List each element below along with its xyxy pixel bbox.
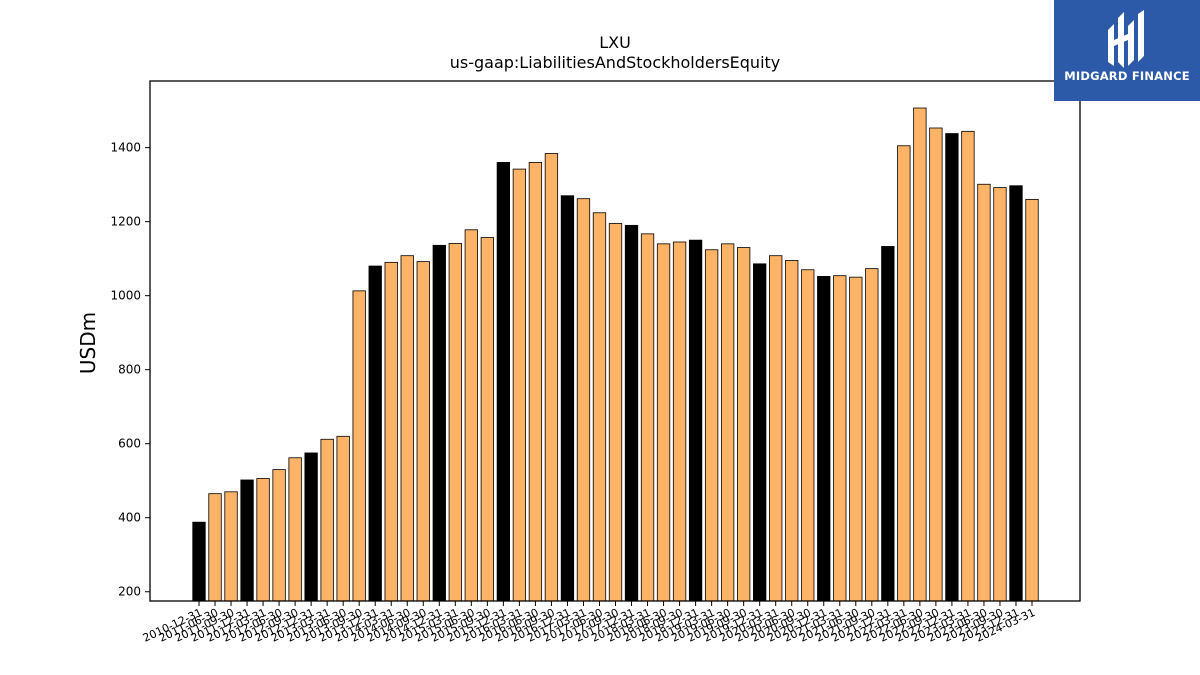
bar-2023-09-30: [993, 187, 1007, 602]
bar-2014-03-31: [384, 261, 398, 602]
bar-2018-12-31: [688, 239, 703, 602]
bar-2013-12-31: [368, 265, 382, 602]
bar-2023-03-31: [961, 130, 975, 602]
bar-2019-12-31: [753, 263, 767, 602]
chart-subtitle: us-gaap:LiabilitiesAndStockholdersEquity: [449, 53, 781, 72]
bar-2020-03-31: [769, 255, 783, 602]
y-tick-label: 600: [118, 437, 141, 451]
bar-2021-12-31: [881, 246, 895, 602]
bar-2017-09-30: [608, 223, 623, 602]
bar-2013-06-30: [336, 435, 350, 602]
midgard-logo-icon: [1108, 10, 1144, 68]
y-axis-label: USDm: [76, 311, 100, 375]
bar-2012-03-31: [256, 478, 270, 602]
bar-2018-09-30: [672, 241, 687, 602]
y-tick-label: 1000: [110, 289, 141, 303]
y-tick-label: 1400: [110, 141, 141, 155]
bar-2016-03-31: [512, 168, 527, 602]
y-tick-label: 800: [118, 363, 141, 377]
bar-2018-03-31: [640, 233, 655, 602]
bar-2018-06-30: [656, 243, 671, 602]
bar-2014-12-31: [432, 244, 446, 602]
plot-frame: [149, 80, 1081, 602]
bar-2012-06-30: [272, 469, 286, 602]
midgard-finance-logo: MIDGARD FINANCE: [1054, 0, 1200, 101]
bar-2022-12-31: [945, 133, 959, 602]
bar-2016-09-30: [544, 153, 559, 602]
bar-2017-12-31: [624, 224, 639, 602]
bar-2012-09-30: [288, 457, 302, 602]
chart-title: LXU: [599, 33, 631, 52]
bar-2012-12-31: [304, 452, 318, 602]
bar-2021-03-31: [833, 275, 847, 602]
bar-2013-03-31: [320, 438, 334, 602]
bar-2016-12-31: [560, 195, 575, 602]
bar-2015-09-30: [480, 237, 495, 602]
y-tick-label: 200: [118, 585, 141, 599]
bar-2023-06-30: [977, 183, 991, 602]
bar-2019-09-30: [737, 247, 751, 602]
bar-2019-06-30: [720, 243, 735, 602]
bar-2021-09-30: [865, 268, 879, 602]
bar-2011-12-31: [240, 479, 254, 602]
bar-2014-06-30: [400, 255, 414, 602]
bar-2013-09-30: [352, 290, 366, 602]
bar-2021-06-30: [849, 276, 863, 602]
bars-group: [192, 107, 1039, 602]
bar-2019-03-31: [704, 249, 719, 602]
bar-2014-09-30: [416, 261, 430, 602]
bar-2022-06-30: [913, 107, 927, 602]
bar-2023-12-31: [1009, 185, 1023, 602]
y-tick-label: 1200: [110, 215, 141, 229]
bar-2015-03-31: [448, 243, 462, 602]
x-axis: 2010-12-312011-06-302011-09-302011-12-31…: [141, 601, 1037, 645]
bar-2016-06-30: [528, 162, 543, 602]
bar-2015-06-30: [464, 229, 478, 602]
bar-2015-12-31: [496, 162, 511, 602]
bar-2022-09-30: [929, 127, 943, 602]
y-tick-label: 400: [118, 511, 141, 525]
y-axis: 200 400 600 800 1000 1200 1400: [110, 141, 150, 599]
bar-2020-12-31: [817, 276, 831, 602]
logo-text: MIDGARD FINANCE: [1064, 69, 1190, 83]
bar-2017-03-31: [576, 198, 591, 602]
bar-2010-12-31: [192, 521, 206, 602]
bar-2024-03-31: [1025, 199, 1039, 602]
bar-2020-09-30: [801, 269, 815, 602]
bar-2011-06-30: [208, 493, 222, 602]
bar-2022-03-31: [897, 145, 911, 602]
bar-2017-06-30: [592, 212, 607, 602]
bar-2020-06-30: [785, 260, 799, 602]
bar-2011-09-30: [224, 491, 238, 602]
